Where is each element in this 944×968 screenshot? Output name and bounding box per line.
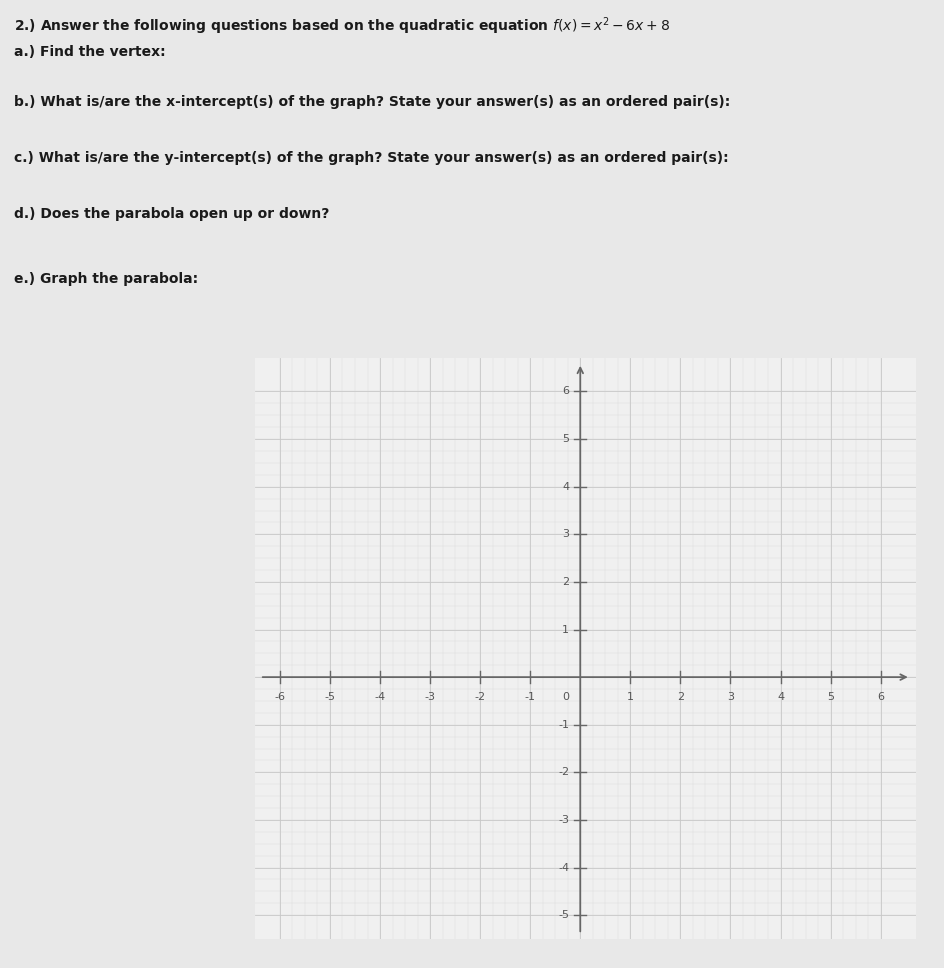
Text: 1: 1 — [627, 692, 633, 703]
Text: -1: -1 — [525, 692, 535, 703]
Text: -3: -3 — [425, 692, 435, 703]
Text: e.) Graph the parabola:: e.) Graph the parabola: — [14, 272, 198, 286]
Text: a.) Find the vertex:: a.) Find the vertex: — [14, 45, 166, 59]
Text: -2: -2 — [475, 692, 486, 703]
Text: 3: 3 — [563, 529, 569, 539]
Text: 4: 4 — [562, 482, 569, 492]
Text: -3: -3 — [558, 815, 569, 825]
Text: 5: 5 — [563, 434, 569, 444]
Text: -4: -4 — [375, 692, 385, 703]
Text: 6: 6 — [563, 386, 569, 397]
Text: c.) What is/are the y-intercept(s) of the graph? State your answer(s) as an orde: c.) What is/are the y-intercept(s) of th… — [14, 151, 729, 165]
Text: d.) Does the parabola open up or down?: d.) Does the parabola open up or down? — [14, 207, 329, 221]
Text: 3: 3 — [727, 692, 733, 703]
Text: 1: 1 — [563, 624, 569, 634]
Text: -5: -5 — [558, 910, 569, 921]
Text: 2.) Answer the following questions based on the quadratic equation $f(x) = x^2 -: 2.) Answer the following questions based… — [14, 15, 670, 37]
Text: b.) What is/are the x-intercept(s) of the graph? State your answer(s) as an orde: b.) What is/are the x-intercept(s) of th… — [14, 96, 731, 109]
Text: 2: 2 — [677, 692, 684, 703]
Text: 0: 0 — [563, 692, 569, 703]
Text: 6: 6 — [877, 692, 885, 703]
Text: 4: 4 — [777, 692, 784, 703]
Text: -1: -1 — [558, 720, 569, 730]
Text: -5: -5 — [325, 692, 335, 703]
Text: -4: -4 — [558, 862, 569, 872]
Text: -2: -2 — [558, 768, 569, 777]
Text: 2: 2 — [562, 577, 569, 587]
Text: 5: 5 — [827, 692, 834, 703]
Text: -6: -6 — [275, 692, 285, 703]
